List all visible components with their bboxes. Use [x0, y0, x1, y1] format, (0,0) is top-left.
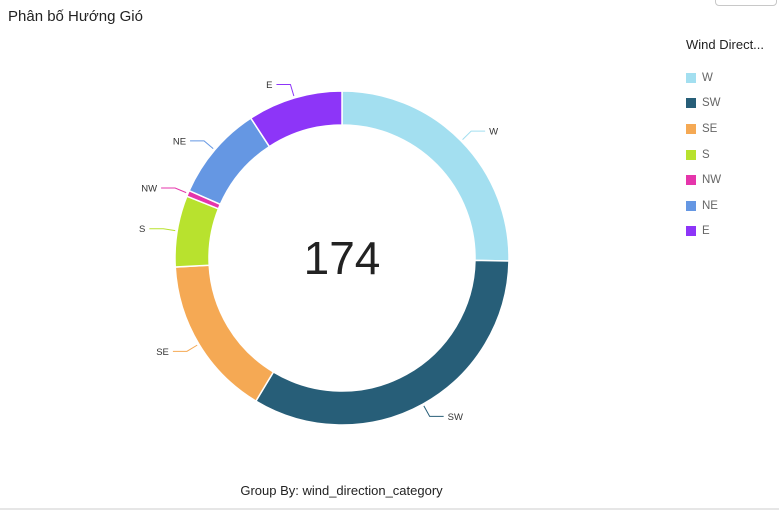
- legend-swatch: [686, 123, 696, 134]
- slice-label-ne: NE: [173, 136, 186, 147]
- legend-label: S: [702, 148, 710, 161]
- leader-line-se: [172, 344, 198, 352]
- legend-swatch: [686, 72, 696, 83]
- legend-label: NW: [702, 174, 722, 187]
- slice-label-s: S: [139, 224, 145, 235]
- slice-sw[interactable]: [254, 259, 510, 426]
- legend-item-e[interactable]: E: [686, 219, 778, 245]
- leader-line-nw: [161, 187, 187, 194]
- legend-label: SW: [702, 97, 721, 110]
- slice-label-w: W: [489, 127, 498, 138]
- menu-button[interactable]: [715, 0, 777, 6]
- legend-label: W: [702, 71, 713, 84]
- slice-label-sw: SW: [448, 412, 463, 423]
- leader-line-ne: [190, 140, 214, 149]
- legend-item-se[interactable]: SE: [686, 116, 778, 142]
- legend-item-sw[interactable]: SW: [686, 91, 778, 117]
- chart-title: Phân bố Hướng Gió: [8, 8, 143, 25]
- legend-swatch: [686, 98, 696, 109]
- slice-label-e: E: [266, 80, 272, 91]
- legend-item-s[interactable]: S: [686, 142, 778, 168]
- slice-se[interactable]: [174, 264, 275, 403]
- center-total: 174: [304, 232, 381, 284]
- legend-title: Wind Direct...: [686, 37, 765, 52]
- slice-label-se: SE: [156, 347, 169, 358]
- legend-swatch: [686, 200, 696, 211]
- legend-swatch: [686, 226, 696, 237]
- slice-e[interactable]: [249, 90, 343, 148]
- legend-label: E: [702, 225, 710, 238]
- legend-swatch: [686, 149, 696, 160]
- legend-swatch: [686, 175, 696, 186]
- slice-label-nw: NW: [141, 183, 157, 194]
- legend-item-w[interactable]: W: [686, 65, 778, 91]
- legend-label: NE: [702, 199, 718, 212]
- leader-line-e: [276, 84, 295, 97]
- donut-chart: W SW SE S NW NE E 174: [139, 80, 510, 426]
- leader-line-w: [462, 130, 486, 140]
- leader-line-sw: [423, 405, 444, 417]
- leader-line-s: [149, 228, 176, 232]
- slice-ne[interactable]: [188, 117, 271, 206]
- divider: [0, 508, 779, 510]
- legend: Wind Direct... W SW SE S NW NE E: [686, 37, 778, 244]
- legend-item-nw[interactable]: NW: [686, 167, 778, 193]
- group-by-label: Group By: wind_direction_category: [240, 483, 443, 498]
- legend-items: W SW SE S NW NE E: [686, 65, 778, 244]
- legend-label: SE: [702, 122, 718, 135]
- legend-item-ne[interactable]: NE: [686, 193, 778, 219]
